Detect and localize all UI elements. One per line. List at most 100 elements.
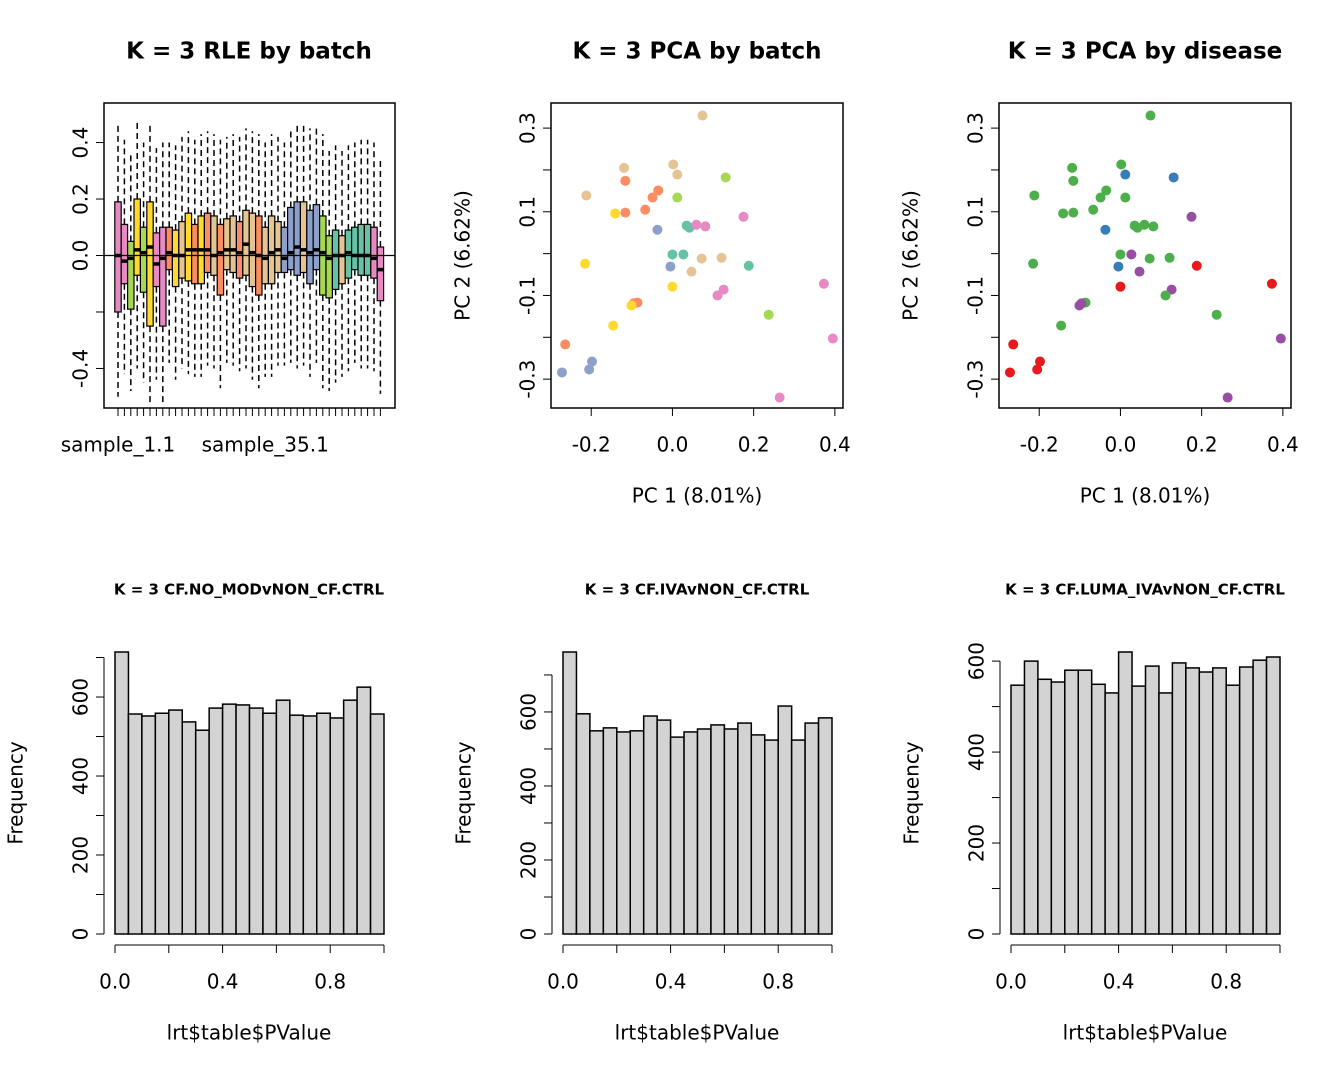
box <box>139 226 148 293</box>
bar <box>262 712 278 935</box>
bar <box>764 739 779 935</box>
point <box>686 266 697 277</box>
bar <box>1212 667 1227 935</box>
bar <box>114 651 130 935</box>
point <box>827 333 838 344</box>
point <box>1115 281 1126 292</box>
chart-title: K = 3 PCA by batch <box>572 39 821 65</box>
point <box>738 211 749 222</box>
bar <box>750 734 766 935</box>
point <box>667 249 678 260</box>
x-tick-label: -0.2 <box>1020 433 1059 457</box>
x-tick-label: 0.4 <box>207 970 239 994</box>
point <box>667 281 678 292</box>
y-tick-label: 200 <box>517 841 541 879</box>
bar <box>316 712 331 935</box>
y-tick-label: 0.0 <box>69 240 93 272</box>
y-tick-label: -0.1 <box>964 276 988 315</box>
point <box>763 309 774 320</box>
bar <box>329 717 345 935</box>
box <box>203 212 212 274</box>
bar <box>1252 659 1268 935</box>
bar <box>1050 681 1066 935</box>
point <box>691 219 702 230</box>
y-tick-label: 600 <box>69 678 93 716</box>
point <box>712 290 723 301</box>
box <box>274 221 282 274</box>
box <box>363 223 372 276</box>
point <box>700 221 711 232</box>
point <box>1139 219 1150 230</box>
bar <box>602 727 618 935</box>
point <box>1211 309 1222 320</box>
bar <box>1090 683 1106 935</box>
point <box>587 356 598 367</box>
box <box>165 226 174 271</box>
point <box>647 192 658 203</box>
y-tick-label: 200 <box>965 824 989 862</box>
point <box>581 190 592 201</box>
bar <box>1104 692 1120 935</box>
point <box>1056 320 1067 331</box>
box <box>133 198 142 276</box>
y-tick-label: -0.4 <box>69 349 93 388</box>
plot-frame <box>103 102 396 409</box>
x-tick-label: 0.8 <box>1210 970 1242 994</box>
x-tick-label: 0.0 <box>547 970 579 994</box>
x-tick-label: 0.2 <box>738 433 770 457</box>
y-tick-label: -0.3 <box>964 360 988 399</box>
point <box>1068 175 1079 186</box>
box <box>331 229 340 290</box>
bar <box>683 731 699 935</box>
box <box>184 212 193 282</box>
bar <box>168 709 184 935</box>
box <box>159 226 167 327</box>
box <box>293 201 302 276</box>
point <box>580 258 591 269</box>
bar <box>1064 669 1080 935</box>
bar <box>575 713 591 935</box>
y-axis-label: Frequency <box>452 741 476 844</box>
x-tick-label: 0.0 <box>657 433 689 457</box>
point <box>1266 278 1277 289</box>
point <box>653 185 664 196</box>
bar <box>302 715 318 935</box>
point <box>1134 266 1145 277</box>
bar <box>777 705 793 935</box>
point <box>678 249 689 260</box>
bar <box>141 715 157 935</box>
point <box>1068 207 1079 218</box>
point <box>668 159 679 170</box>
y-tick-label: 0.1 <box>516 196 540 228</box>
bar <box>817 717 833 935</box>
box <box>312 204 321 271</box>
point <box>1222 392 1233 403</box>
point <box>1275 333 1286 344</box>
bar <box>723 728 739 935</box>
box <box>178 221 186 279</box>
point <box>1191 260 1202 271</box>
point <box>640 204 651 215</box>
point <box>1008 339 1019 350</box>
x-tick-label: -0.2 <box>572 433 611 457</box>
box <box>229 215 238 274</box>
chart-title: K = 3 CF.NO_MODvNON_CF.CTRL <box>114 581 385 599</box>
point <box>1148 221 1159 232</box>
point <box>560 339 571 350</box>
y-tick-label: 0.3 <box>964 112 988 144</box>
bar <box>1171 662 1187 935</box>
y-tick-label: 400 <box>517 767 541 805</box>
x-tick-label: 0.0 <box>995 970 1027 994</box>
chart-title: K = 3 CF.IVAvNON_CF.CTRL <box>585 581 810 599</box>
bar <box>1037 678 1053 935</box>
box <box>191 223 199 285</box>
point <box>626 300 637 311</box>
y-axis-label: PC 2 (6.62%) <box>451 190 475 321</box>
x-axis-label: lrt$table$PValue <box>167 1021 332 1045</box>
bar <box>1158 692 1174 935</box>
y-tick-label: -0.3 <box>516 360 540 399</box>
bar <box>342 699 358 935</box>
box <box>280 226 289 274</box>
box <box>338 235 346 285</box>
